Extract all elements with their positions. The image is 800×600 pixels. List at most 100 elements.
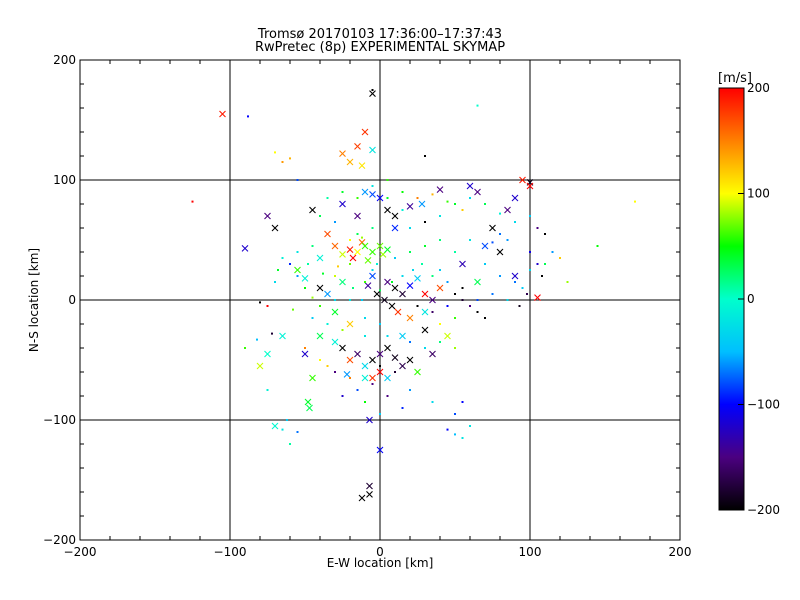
data-point-dot xyxy=(394,257,396,259)
data-point-x xyxy=(481,242,489,250)
colorbar-tick-label: 0 xyxy=(747,292,755,306)
data-point-dot xyxy=(461,287,464,289)
data-point-dot xyxy=(361,236,363,239)
data-point-x xyxy=(459,260,466,268)
data-point-dot xyxy=(334,275,336,277)
data-point-dot xyxy=(371,383,374,385)
data-point-dot xyxy=(326,197,329,199)
data-point-x xyxy=(394,308,402,316)
data-point-x xyxy=(264,212,271,220)
colorbar-ticks: 200 100 0 −100 −200 xyxy=(738,81,780,517)
data-point-x xyxy=(369,374,376,382)
chart-subtitle: RwPretec (8p) EXPERIMENTAL SKYMAP xyxy=(255,40,505,55)
data-point-x xyxy=(376,194,384,202)
colorbar-label: [m/s] xyxy=(718,71,752,86)
data-point-dot xyxy=(469,197,471,199)
data-point-dot xyxy=(349,377,351,379)
data-point-dot xyxy=(304,347,306,349)
data-point-x xyxy=(384,246,391,253)
data-point-x xyxy=(339,278,346,286)
data-point-x xyxy=(331,242,339,250)
data-point-x xyxy=(489,224,496,232)
data-point-x xyxy=(421,290,429,298)
data-point-x xyxy=(301,275,309,282)
data-point-x xyxy=(364,257,372,264)
data-point-x xyxy=(399,332,406,340)
data-point-dot xyxy=(281,257,284,259)
data-point-x xyxy=(388,302,396,310)
data-point-dot xyxy=(349,263,351,265)
data-point-x xyxy=(414,275,421,282)
data-point-dot xyxy=(386,335,389,337)
data-point-x xyxy=(361,128,369,136)
data-point-dot xyxy=(409,227,411,229)
data-point-dot xyxy=(491,293,494,295)
data-point-dot xyxy=(256,338,258,341)
data-point-dot xyxy=(281,161,284,163)
data-point-x xyxy=(316,284,324,292)
data-point-dot xyxy=(266,305,269,307)
data-point-x xyxy=(361,362,369,370)
data-point-dot xyxy=(401,407,404,409)
data-point-x xyxy=(429,350,436,358)
data-point-x xyxy=(376,368,384,376)
y-axis-label: N-S location [km] xyxy=(27,248,41,352)
colorbar-tick-label: 100 xyxy=(747,187,770,201)
data-point-x xyxy=(474,278,481,286)
x-axis-label: E-W location [km] xyxy=(327,556,434,570)
y-tick-label: −100 xyxy=(43,413,76,427)
data-point-dot xyxy=(326,323,329,325)
data-point-dot xyxy=(461,299,464,301)
x-tick-label: −200 xyxy=(64,545,97,559)
data-point-x xyxy=(366,491,373,498)
y-tick-label: 0 xyxy=(68,293,76,307)
data-point-dot xyxy=(371,227,374,229)
colorbar-tick-label: −100 xyxy=(747,398,780,412)
data-point-dot xyxy=(461,401,464,403)
data-point-dot xyxy=(386,179,389,181)
data-point-dot xyxy=(352,287,354,289)
data-point-dot xyxy=(349,299,351,301)
data-point-dot xyxy=(431,311,434,313)
data-point-x xyxy=(331,338,339,346)
data-point-dot xyxy=(319,215,321,217)
data-point-dot xyxy=(454,203,456,205)
colorbar: [m/s] 200 100 0 −100 −200 xyxy=(718,71,780,517)
data-point-x xyxy=(369,146,376,154)
data-point-dot xyxy=(454,251,456,253)
data-point-dot xyxy=(454,293,456,295)
data-point-dot xyxy=(439,269,441,271)
data-point-x xyxy=(346,158,354,166)
data-point-x xyxy=(309,206,316,214)
data-point-dot xyxy=(484,203,486,205)
data-point-dot xyxy=(421,263,423,265)
data-point-dot xyxy=(499,212,501,215)
data-point-x xyxy=(526,182,534,190)
data-point-x xyxy=(384,206,391,214)
data-point-dot xyxy=(286,419,288,421)
data-point-x xyxy=(256,362,264,370)
data-point-dot xyxy=(412,269,414,271)
data-point-dot xyxy=(274,151,276,154)
data-point-x xyxy=(376,242,384,250)
data-point-x xyxy=(474,188,481,196)
data-point-dot xyxy=(271,332,273,335)
data-point-dot xyxy=(476,299,479,301)
data-point-dot xyxy=(499,275,501,277)
data-point-x xyxy=(391,212,399,220)
data-point-x xyxy=(384,374,391,382)
data-point-dot xyxy=(364,335,366,337)
y-tick-label: −200 xyxy=(43,533,76,547)
data-point-dot xyxy=(371,89,374,91)
data-point-x xyxy=(294,266,301,274)
data-point-dot xyxy=(341,329,344,331)
data-point-dot xyxy=(386,395,389,397)
data-point-x xyxy=(306,404,313,412)
data-point-x xyxy=(339,200,346,208)
data-point-x xyxy=(534,294,541,301)
data-point-dot xyxy=(536,227,539,229)
data-point-dot xyxy=(416,197,419,199)
x-axis: −200 −100 0 100 200 xyxy=(64,60,691,559)
data-point-dot xyxy=(551,251,554,253)
data-point-x xyxy=(369,90,376,97)
